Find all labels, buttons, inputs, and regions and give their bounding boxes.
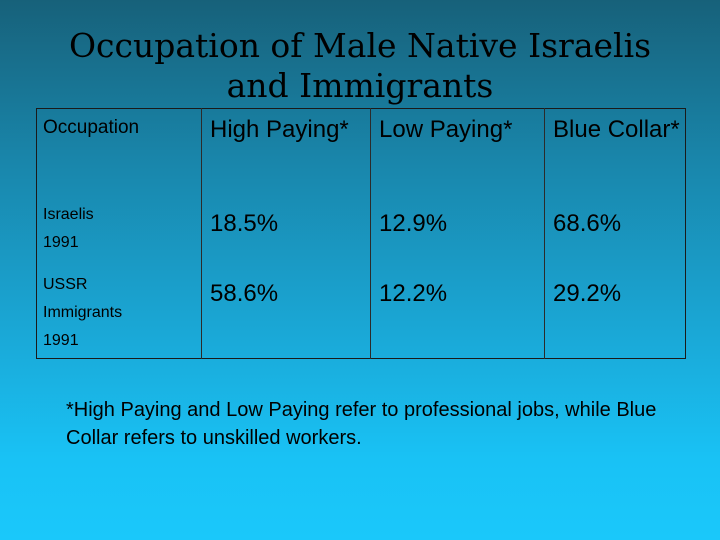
header-high-paying: High Paying*: [201, 108, 371, 199]
cell-value: 58.6%: [201, 268, 371, 359]
cell-value: 68.6%: [544, 198, 686, 269]
row-label-line: Immigrants: [43, 303, 123, 321]
header-blue-collar: Blue Collar*: [544, 108, 686, 199]
header-occupation: Occupation: [43, 117, 140, 138]
slide-title: Occupation of Male Native Israelis and I…: [68, 26, 652, 105]
table-row: USSR Immigrants 1991 58.6% 12.2% 29.2%: [37, 268, 686, 359]
cell-value: 18.5%: [201, 198, 371, 269]
row-label-line: Israelis: [43, 205, 94, 223]
row-label-line: 1991: [43, 233, 79, 251]
row-label-israelis: Israelis 1991: [37, 199, 202, 269]
occupation-table: Occupation High Paying* Low Paying* Blue…: [36, 108, 686, 359]
row-label-line: 1991: [43, 331, 79, 349]
table-header-row: Occupation High Paying* Low Paying* Blue…: [37, 108, 686, 199]
table-row: Israelis 1991 18.5% 12.9% 68.6%: [37, 198, 686, 269]
cell-value: 12.2%: [370, 268, 545, 359]
cell-value: 12.9%: [370, 198, 545, 269]
footnote: *High Paying and Low Paying refer to pro…: [66, 399, 657, 449]
row-label-line: USSR: [43, 275, 88, 293]
header-low-paying: Low Paying*: [370, 108, 545, 199]
cell-value: 29.2%: [544, 268, 686, 359]
row-label-ussr-immigrants: USSR Immigrants 1991: [37, 269, 202, 359]
